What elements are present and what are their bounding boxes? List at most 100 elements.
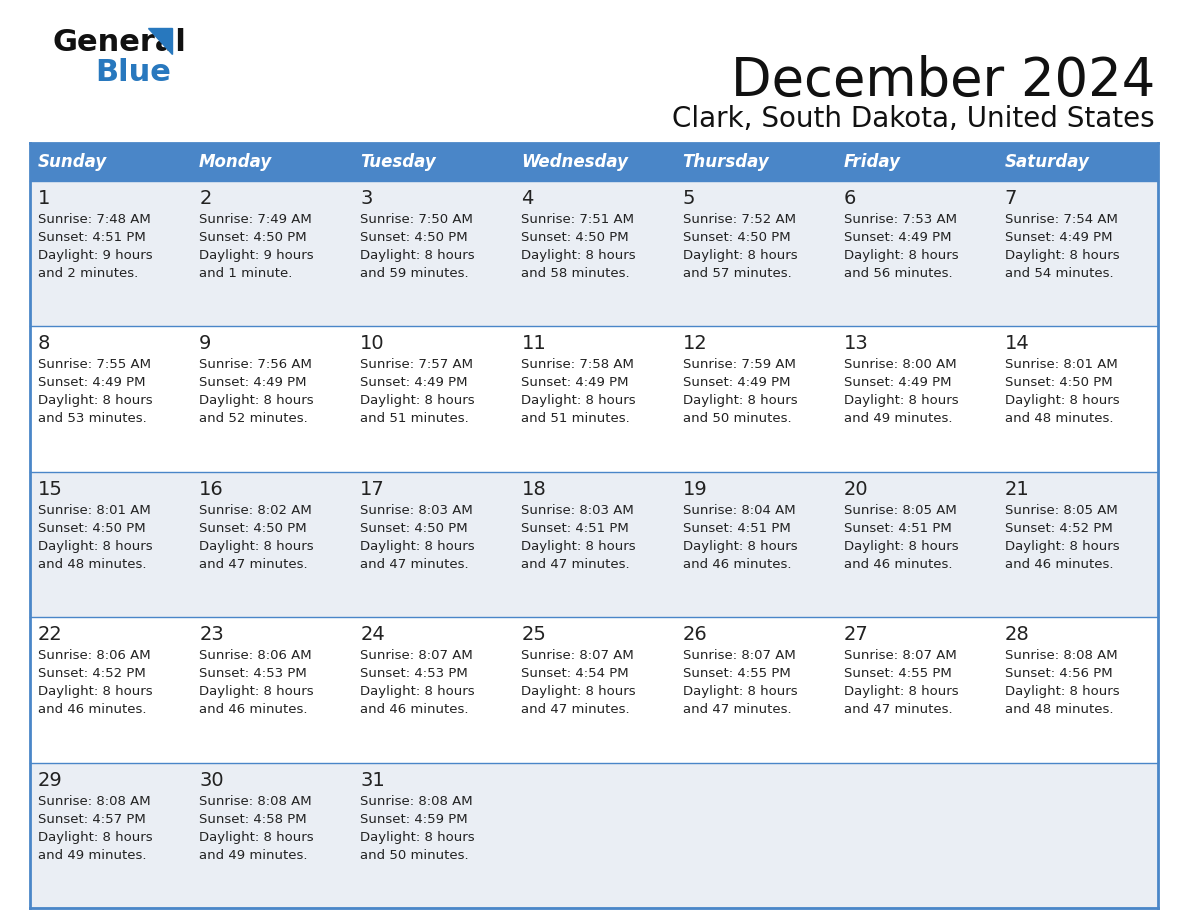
Bar — [835, 763, 997, 908]
Text: Daylight: 8 hours: Daylight: 8 hours — [1005, 249, 1119, 262]
Text: Sunset: 4:52 PM: Sunset: 4:52 PM — [38, 667, 146, 680]
Bar — [513, 763, 675, 908]
Text: Sunset: 4:59 PM: Sunset: 4:59 PM — [360, 812, 468, 825]
Text: Sunrise: 8:01 AM: Sunrise: 8:01 AM — [38, 504, 151, 517]
Bar — [835, 181, 997, 327]
Text: Sunset: 4:55 PM: Sunset: 4:55 PM — [683, 667, 790, 680]
Text: Sunset: 4:49 PM: Sunset: 4:49 PM — [360, 376, 468, 389]
Text: Sunset: 4:50 PM: Sunset: 4:50 PM — [360, 231, 468, 244]
Text: Daylight: 8 hours: Daylight: 8 hours — [200, 395, 314, 408]
Text: Daylight: 9 hours: Daylight: 9 hours — [38, 249, 152, 262]
Bar — [30, 763, 191, 908]
Text: and 49 minutes.: and 49 minutes. — [38, 848, 146, 862]
Text: Sunset: 4:53 PM: Sunset: 4:53 PM — [360, 667, 468, 680]
Bar — [675, 763, 835, 908]
Text: 16: 16 — [200, 480, 223, 498]
Text: and 58 minutes.: and 58 minutes. — [522, 267, 630, 280]
Bar — [997, 617, 1158, 763]
Text: Sunset: 4:52 PM: Sunset: 4:52 PM — [1005, 521, 1113, 535]
Text: and 56 minutes.: and 56 minutes. — [843, 267, 953, 280]
Text: Daylight: 8 hours: Daylight: 8 hours — [683, 395, 797, 408]
Text: Daylight: 9 hours: Daylight: 9 hours — [200, 249, 314, 262]
Text: 7: 7 — [1005, 189, 1017, 208]
Text: and 46 minutes.: and 46 minutes. — [360, 703, 469, 716]
Bar — [513, 143, 675, 181]
Text: Daylight: 8 hours: Daylight: 8 hours — [200, 540, 314, 553]
Text: December 2024: December 2024 — [731, 55, 1155, 107]
Bar — [191, 327, 353, 472]
Text: Sunset: 4:51 PM: Sunset: 4:51 PM — [522, 521, 630, 535]
Text: 4: 4 — [522, 189, 533, 208]
Text: Sunrise: 7:52 AM: Sunrise: 7:52 AM — [683, 213, 796, 226]
Text: Sunrise: 7:56 AM: Sunrise: 7:56 AM — [200, 358, 312, 372]
Bar — [675, 181, 835, 327]
Text: Sunrise: 7:59 AM: Sunrise: 7:59 AM — [683, 358, 796, 372]
Text: and 54 minutes.: and 54 minutes. — [1005, 267, 1113, 280]
Text: 10: 10 — [360, 334, 385, 353]
Text: 9: 9 — [200, 334, 211, 353]
Text: 25: 25 — [522, 625, 546, 644]
Text: Daylight: 8 hours: Daylight: 8 hours — [683, 249, 797, 262]
Text: 29: 29 — [38, 770, 63, 789]
Text: 28: 28 — [1005, 625, 1030, 644]
Text: Sunrise: 7:58 AM: Sunrise: 7:58 AM — [522, 358, 634, 372]
Bar — [353, 472, 513, 617]
Text: Sunset: 4:50 PM: Sunset: 4:50 PM — [200, 231, 307, 244]
Text: and 1 minute.: and 1 minute. — [200, 267, 292, 280]
Text: 17: 17 — [360, 480, 385, 498]
Text: 26: 26 — [683, 625, 707, 644]
Text: Sunrise: 7:51 AM: Sunrise: 7:51 AM — [522, 213, 634, 226]
Bar — [675, 143, 835, 181]
Bar — [353, 617, 513, 763]
Bar — [513, 327, 675, 472]
Text: Daylight: 8 hours: Daylight: 8 hours — [522, 540, 636, 553]
Text: Friday: Friday — [843, 153, 901, 171]
Bar — [997, 327, 1158, 472]
Text: Tuesday: Tuesday — [360, 153, 436, 171]
Text: Sunrise: 8:08 AM: Sunrise: 8:08 AM — [360, 795, 473, 808]
Text: Daylight: 8 hours: Daylight: 8 hours — [522, 685, 636, 699]
Text: and 46 minutes.: and 46 minutes. — [200, 703, 308, 716]
Bar — [30, 327, 191, 472]
Text: Daylight: 8 hours: Daylight: 8 hours — [360, 540, 475, 553]
Text: Sunset: 4:49 PM: Sunset: 4:49 PM — [683, 376, 790, 389]
Text: and 47 minutes.: and 47 minutes. — [683, 703, 791, 716]
Text: Sunset: 4:55 PM: Sunset: 4:55 PM — [843, 667, 952, 680]
Text: Sunset: 4:51 PM: Sunset: 4:51 PM — [843, 521, 952, 535]
Text: and 48 minutes.: and 48 minutes. — [1005, 412, 1113, 425]
Text: Daylight: 8 hours: Daylight: 8 hours — [522, 249, 636, 262]
Text: Blue: Blue — [95, 58, 171, 87]
Text: 15: 15 — [38, 480, 63, 498]
Text: Daylight: 8 hours: Daylight: 8 hours — [1005, 540, 1119, 553]
Bar — [513, 617, 675, 763]
Text: Sunrise: 8:07 AM: Sunrise: 8:07 AM — [683, 649, 795, 662]
Text: and 53 minutes.: and 53 minutes. — [38, 412, 147, 425]
Text: 13: 13 — [843, 334, 868, 353]
Text: 20: 20 — [843, 480, 868, 498]
Text: Daylight: 8 hours: Daylight: 8 hours — [522, 395, 636, 408]
Text: 6: 6 — [843, 189, 857, 208]
Text: Sunset: 4:54 PM: Sunset: 4:54 PM — [522, 667, 630, 680]
Text: Daylight: 8 hours: Daylight: 8 hours — [360, 249, 475, 262]
Bar — [835, 327, 997, 472]
Text: and 49 minutes.: and 49 minutes. — [843, 412, 953, 425]
Bar — [30, 181, 191, 327]
Text: Sunset: 4:49 PM: Sunset: 4:49 PM — [843, 231, 952, 244]
Text: Sunrise: 8:03 AM: Sunrise: 8:03 AM — [360, 504, 473, 517]
Text: Daylight: 8 hours: Daylight: 8 hours — [38, 831, 152, 844]
Text: Sunset: 4:49 PM: Sunset: 4:49 PM — [200, 376, 307, 389]
Text: Sunset: 4:53 PM: Sunset: 4:53 PM — [200, 667, 307, 680]
Bar — [30, 143, 191, 181]
Text: Sunrise: 8:02 AM: Sunrise: 8:02 AM — [200, 504, 312, 517]
Text: 14: 14 — [1005, 334, 1030, 353]
Text: Sunrise: 8:06 AM: Sunrise: 8:06 AM — [200, 649, 311, 662]
Text: Sunrise: 7:57 AM: Sunrise: 7:57 AM — [360, 358, 473, 372]
Bar — [191, 763, 353, 908]
Bar — [513, 472, 675, 617]
Text: 11: 11 — [522, 334, 546, 353]
Text: Sunday: Sunday — [38, 153, 107, 171]
Text: Sunrise: 8:04 AM: Sunrise: 8:04 AM — [683, 504, 795, 517]
Text: 31: 31 — [360, 770, 385, 789]
Text: Daylight: 8 hours: Daylight: 8 hours — [843, 395, 959, 408]
Text: Sunrise: 8:07 AM: Sunrise: 8:07 AM — [360, 649, 473, 662]
